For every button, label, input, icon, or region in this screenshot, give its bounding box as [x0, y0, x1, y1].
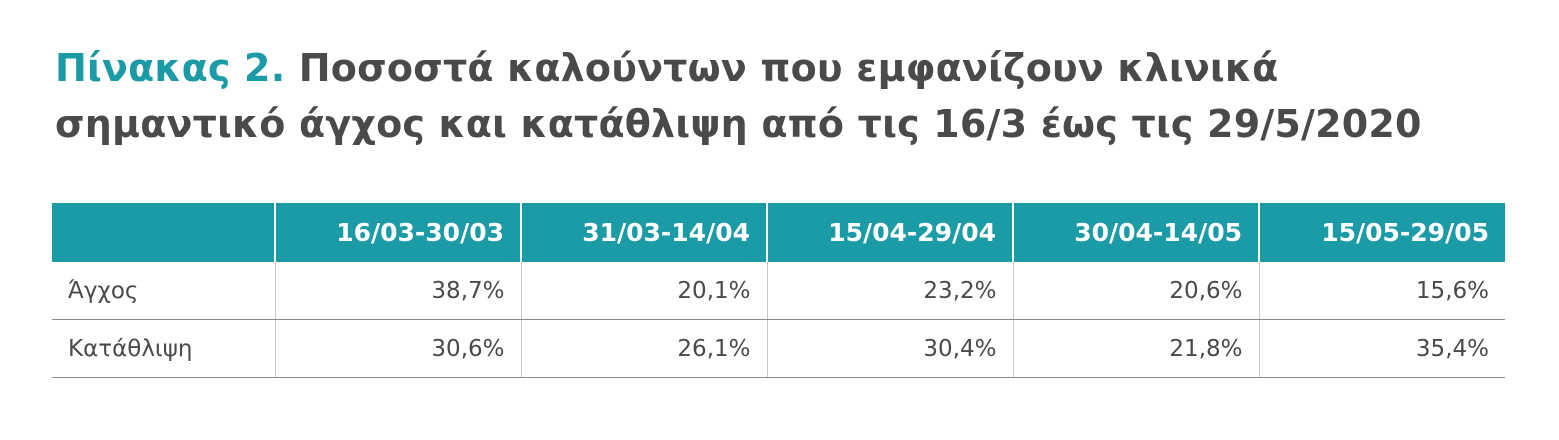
column-header: 15/05-29/05: [1258, 203, 1505, 262]
cell: 21,8%: [1012, 319, 1259, 378]
cell: 20,1%: [520, 262, 767, 320]
cell: 20,6%: [1012, 262, 1259, 320]
header-row: 16/03-30/03 31/03-14/04 15/04-29/04 30/0…: [52, 203, 1505, 262]
row-label: Άγχος: [52, 262, 275, 320]
title-label: Πίνακας 2.: [55, 46, 286, 90]
column-header: 31/03-14/04: [520, 203, 767, 262]
column-header: 15/04-29/04: [766, 203, 1013, 262]
cell: 23,2%: [766, 262, 1013, 320]
cell: 35,4%: [1258, 319, 1505, 378]
cell: 30,6%: [274, 319, 521, 378]
title: Πίνακας 2. Ποσοστά καλούντων που εμφανίζ…: [55, 40, 1422, 152]
data-table: 16/03-30/03 31/03-14/04 15/04-29/04 30/0…: [52, 203, 1505, 378]
cell: 38,7%: [274, 262, 521, 320]
table-row: Άγχος 38,7% 20,1% 23,2% 20,6% 15,6%: [52, 262, 1505, 320]
cell: 26,1%: [520, 319, 767, 378]
column-header: 30/04-14/05: [1012, 203, 1259, 262]
cell: 30,4%: [766, 319, 1013, 378]
table-row: Κατάθλιψη 30,6% 26,1% 30,4% 21,8% 35,4%: [52, 319, 1505, 378]
title-line: σημαντικό άγχος και κατάθλιψη από τις 16…: [55, 102, 1422, 146]
header-corner: [52, 203, 275, 262]
row-label: Κατάθλιψη: [52, 319, 275, 378]
column-header: 16/03-30/03: [274, 203, 521, 262]
title-line: Ποσοστά καλούντων που εμφανίζουν κλινικά: [298, 46, 1279, 90]
cell: 15,6%: [1258, 262, 1505, 320]
